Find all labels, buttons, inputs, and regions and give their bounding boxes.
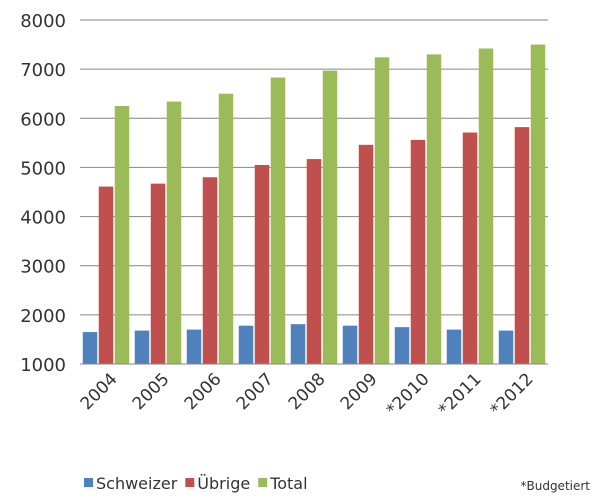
bar-übrige-2006 (202, 177, 218, 364)
bar-total-2008 (322, 70, 338, 365)
y-tick-label: 6000 (20, 109, 66, 130)
bar-total-2012 (530, 44, 546, 364)
y-tick-label: 4000 (20, 208, 66, 229)
bars (82, 44, 546, 365)
x-tick-label: 2005 (129, 369, 174, 414)
x-tick-label: 2004 (77, 369, 122, 414)
x-axis-ticks: 2004 2005 2006 2007 2008 2009 *2010 *2011 *2012 (77, 369, 538, 420)
y-tick-label: 2000 (20, 306, 66, 327)
bar-schweizer-2005 (134, 330, 150, 364)
bar-total-2005 (166, 101, 182, 364)
x-tick-label: 2006 (181, 369, 226, 414)
x-tick-label: *2010 (383, 369, 434, 420)
bar-total-2004 (114, 106, 130, 364)
bar-schweizer-2012 (498, 330, 514, 364)
bar-schweizer-2009 (342, 325, 358, 364)
bar-schweizer-2008 (290, 324, 306, 364)
bar-total-2009 (374, 57, 390, 364)
y-tick-label: 3000 (20, 257, 66, 278)
y-axis-ticks: 1000 2000 3000 4000 5000 6000 7000 8000 (20, 11, 66, 376)
x-tick-label: 2007 (233, 369, 278, 414)
legend-swatch-total (258, 478, 268, 487)
y-tick-label: 7000 (20, 60, 66, 81)
y-tick-label: 8000 (20, 11, 66, 32)
legend-swatch-schweizer (84, 478, 93, 487)
bar-total-2006 (218, 93, 234, 364)
bar-schweizer-2006 (186, 329, 202, 364)
x-tick-label: 2008 (285, 369, 330, 414)
bar-übrige-2004 (98, 186, 114, 364)
bar-total-2010 (426, 54, 442, 365)
bar-schweizer-2004 (82, 332, 98, 364)
bar-übrige-2009 (358, 144, 374, 364)
bar-schweizer-2011 (446, 329, 462, 364)
legend-label-übrige: Übrige (197, 474, 250, 493)
legend-swatch-übrige (185, 478, 195, 487)
legend: Schweizer Übrige Total (84, 474, 308, 493)
y-tick-label: 5000 (20, 158, 66, 179)
bar-total-2007 (270, 77, 286, 365)
bar-total-2011 (478, 48, 494, 364)
bar-übrige-2011 (462, 132, 478, 364)
footnote: *Budgetiert (520, 479, 590, 493)
x-tick-label: *2012 (487, 369, 538, 420)
y-tick-label: 1000 (20, 355, 66, 376)
bar-übrige-2007 (254, 164, 270, 364)
x-tick-label: *2011 (435, 369, 486, 420)
bar-schweizer-2007 (238, 325, 254, 364)
bar-übrige-2005 (150, 183, 166, 364)
bar-übrige-2010 (410, 139, 426, 364)
legend-label-schweizer: Schweizer (96, 474, 178, 493)
x-tick-label: 2009 (337, 369, 382, 414)
bar-schweizer-2010 (394, 327, 410, 364)
bar-übrige-2012 (514, 127, 530, 364)
legend-label-total: Total (269, 474, 307, 493)
bar-übrige-2008 (306, 159, 322, 364)
